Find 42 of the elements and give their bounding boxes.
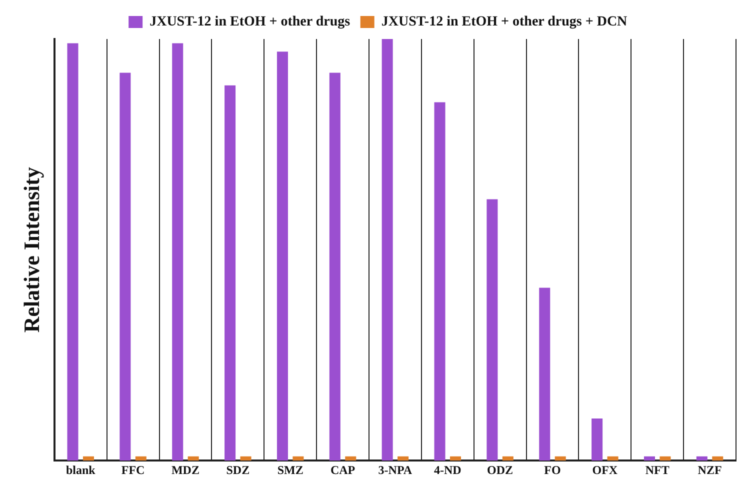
x-tick-label: FO <box>544 462 561 477</box>
bar <box>240 456 252 461</box>
bar <box>502 456 514 461</box>
bar <box>135 456 146 461</box>
bar <box>592 418 603 461</box>
bar <box>450 456 461 461</box>
x-tick-label: CAP <box>330 462 356 477</box>
x-tick-label: SDZ <box>226 462 250 477</box>
x-tick-label: ODZ <box>487 462 514 477</box>
x-tick-label: SMZ <box>277 462 304 477</box>
bar <box>292 456 304 461</box>
x-tick-label: 3-NPA <box>378 462 412 477</box>
legend-label: JXUST-12 in EtOH + other drugs <box>150 14 351 30</box>
bar <box>82 456 94 461</box>
x-tick-label: OFX <box>592 462 618 477</box>
bar <box>644 456 655 461</box>
x-tick-label: NZF <box>698 462 722 477</box>
x-tick-label: blank <box>66 462 96 477</box>
bar <box>539 288 550 461</box>
bar <box>486 199 498 461</box>
bar <box>382 39 393 461</box>
bar <box>660 456 671 461</box>
bar <box>67 43 78 461</box>
x-tick-label: MDZ <box>171 462 200 477</box>
bar <box>712 456 724 461</box>
bar <box>224 85 236 461</box>
bar <box>696 456 708 461</box>
bar <box>398 456 409 461</box>
bar <box>120 72 131 461</box>
y-axis-title: Relative Intensity <box>18 167 44 333</box>
x-tick-label: FFC <box>121 462 145 477</box>
bar <box>607 456 618 461</box>
bar <box>188 456 199 461</box>
bar <box>329 72 340 461</box>
bar <box>434 102 446 461</box>
x-tick-label: NFT <box>645 462 670 477</box>
legend-label: JXUST-12 in EtOH + other drugs + DCN <box>381 14 628 30</box>
bar <box>172 43 184 461</box>
bar <box>345 456 356 461</box>
bar <box>276 52 288 461</box>
bar <box>554 456 566 461</box>
x-tick-label: 4-ND <box>434 462 462 477</box>
